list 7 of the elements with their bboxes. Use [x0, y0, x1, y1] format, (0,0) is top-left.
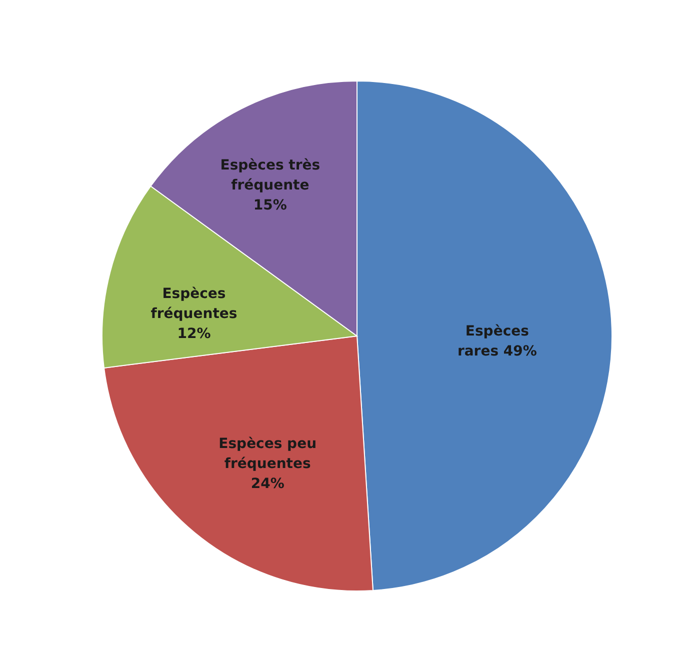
slice-label: Espèces très fréquente [220, 158, 320, 194]
data-label: 24% [250, 476, 284, 492]
slice-label: Espèces rares 49% [457, 324, 537, 360]
slice-label: Espèces fréquentes [150, 286, 238, 322]
slice-label: Espèces peu fréquentes [218, 436, 317, 472]
data-label: 12% [177, 326, 211, 342]
data-label: 15% [253, 198, 287, 214]
